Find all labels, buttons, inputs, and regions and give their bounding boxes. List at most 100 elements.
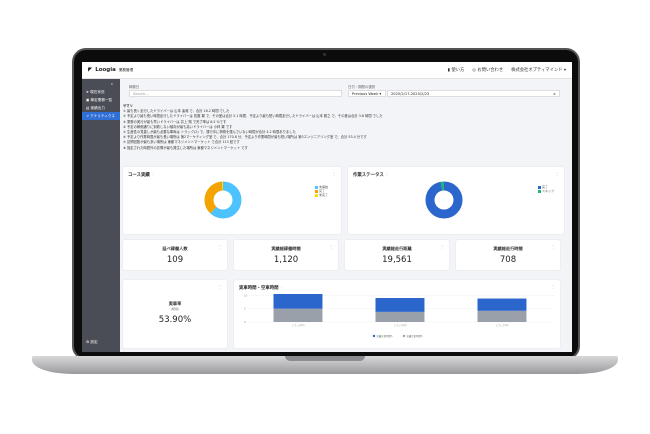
kpi-title: 実績総走行距離: [382, 246, 412, 251]
legend-swatch: [538, 189, 541, 193]
info-icon: ◦: [151, 173, 155, 178]
laptop-base: [32, 356, 618, 374]
ratio-subtitle: (時間): [170, 307, 180, 311]
menu-icon[interactable]: ⋮: [218, 244, 222, 249]
menu-icon[interactable]: ⋮: [329, 244, 333, 249]
date-range-value: 2025/2/17-2025/2/23: [391, 92, 430, 96]
bar-segment[interactable]: [477, 298, 527, 311]
card-title: コース実績: [128, 173, 150, 178]
card-title: 作業ステータス: [353, 173, 384, 178]
x-tick-label: トラック(3): [496, 323, 509, 327]
bar-segment[interactable]: [375, 311, 425, 322]
menu-icon[interactable]: ⋮: [332, 171, 336, 176]
legend-item[interactable]: 完了: [315, 189, 328, 193]
ratio-value: 53.90%: [158, 315, 192, 325]
logo[interactable]: ◤ Loogia 業務管理: [88, 67, 133, 73]
status-legend: 完了 スキップ: [538, 185, 554, 193]
legend-item[interactable]: スキップ: [538, 189, 554, 193]
company-menu[interactable]: 株式会社オプティマインド ▾: [511, 68, 566, 73]
sidebar-label: 稼定業務一覧: [90, 97, 113, 102]
summary: サマリ ① 最も長く走行したドライバーは 山本 達哉 で、合計 18.2 時間 …: [123, 104, 383, 151]
info-icon: ◦: [280, 286, 283, 291]
sidebar: « ➤ 現在状況 ▣ 稼定業務一覧 ▤ 実績出力 ↗ アナリティクス ⚙ 設定: [82, 79, 120, 352]
kpi-card: 実績総稼働時間 ⋮ 1,120: [234, 240, 338, 270]
bar-segment[interactable]: [273, 308, 323, 322]
period-value: Previous Week: [352, 92, 379, 96]
kpi-card: 実績総走行距離 ⋮ 19,561: [345, 240, 449, 270]
kpi-card: 実績総走行時間 ⋮ 708: [456, 240, 560, 270]
kpi-title: 実績総走行時間: [493, 246, 523, 251]
clear-icon[interactable]: ×: [552, 92, 556, 96]
contact-link[interactable]: ◎ お問い合わせ: [472, 68, 504, 73]
legend-swatch: [315, 193, 318, 197]
date-range-input[interactable]: 2025/2/17-2025/2/23 ×: [387, 90, 560, 97]
sidebar-label: 現在状況: [90, 89, 105, 94]
screen: ◤ Loogia 業務管理 ▮ 使い方 ◎ お問い合わせ 株式会社オプティマインド …: [82, 62, 572, 352]
sidebar-item-status[interactable]: ➤ 現在状況: [86, 89, 105, 94]
sidebar-item-schedule[interactable]: ▣ 稼定業務一覧: [86, 97, 113, 102]
legend-label[interactable]: 実績空車時間h: [407, 334, 423, 338]
period-select[interactable]: Previous Week ▾: [348, 90, 386, 97]
summary-line: ⑧ 指定された時間外の訪問が最も発生した場所は 東都マネジメントマーケット です: [123, 145, 248, 150]
summary-title: サマリ: [123, 104, 133, 108]
kpi-value: 109: [166, 255, 184, 265]
legend-item[interactable]: 未完了: [315, 193, 328, 197]
menu-icon[interactable]: ⋮: [218, 284, 222, 289]
kpi-value: 708: [499, 255, 517, 265]
collapse-icon[interactable]: «: [110, 81, 113, 86]
summary-line: ⑦ 訪問回数が最も多い場所は 東都マネジメントマーケット で合計 113 回です: [123, 140, 240, 145]
kpi-title: 延べ稼働人数: [162, 246, 188, 251]
menu-icon[interactable]: ⋮: [551, 284, 555, 289]
summary-line: ① 最も長く走行したドライバーは 山本 達哉 で、合計 18.2 時間 でした: [123, 109, 230, 114]
legend-swatch: [538, 185, 541, 189]
card-title: 実車時間・空車時間: [239, 286, 279, 291]
course-legend: 未開始 完了 未完了: [315, 185, 328, 197]
info-icon: ◦: [385, 173, 389, 178]
ratio-title: 実車率: [168, 301, 182, 306]
course-card: コース実績 ◦ ⋮ 未開始 完了 未完了: [123, 167, 341, 234]
company-label: 株式会社オプティマインド: [511, 68, 563, 73]
date-filter-label: 日付・期間の選択: [348, 85, 376, 89]
kpi-value: 1,120: [273, 255, 299, 265]
menu-icon[interactable]: ⋮: [555, 171, 559, 176]
search-input[interactable]: Search...: [129, 90, 342, 97]
summary-line: ④ 予定の稼働通りに到着しない傾向が最も高いドライバーは 小林 翼 です: [123, 124, 233, 129]
logo-icon: ◤: [88, 67, 93, 73]
bar-segment[interactable]: [477, 310, 527, 322]
legend-label: 完了: [542, 185, 549, 189]
y-tick-label: 5: [244, 307, 246, 311]
donut-slice[interactable]: [425, 181, 463, 219]
summary-line: ③ 業務の実行が最も早いドライバーは 井上 翔 で完了率は 6.5 %です: [123, 119, 227, 124]
course-filter-label: 稼働日: [129, 85, 140, 89]
donut-slice[interactable]: [425, 181, 463, 219]
donut-slice[interactable]: [204, 181, 242, 219]
kpi-title: 実績総稼働時間: [271, 246, 301, 251]
sidebar-item-export[interactable]: ▤ 実績出力: [86, 105, 105, 110]
legend-label[interactable]: 実績実車時間h: [377, 334, 393, 338]
menu-icon[interactable]: ⋮: [551, 244, 555, 249]
sidebar-label: 設定: [90, 339, 98, 344]
sidebar-item-analytics[interactable]: ↗ アナリティクス: [82, 112, 120, 120]
legend-item[interactable]: 未開始: [315, 185, 328, 189]
sidebar-item-settings[interactable]: ⚙ 設定: [86, 339, 98, 344]
bar-chart-card: 実車時間・空車時間 ◦ ⋮ 0 5 10 トラック(1) トラック(2) トラック(3) 実…: [234, 280, 560, 348]
x-tick-label: トラック(2): [394, 323, 407, 327]
bar-chart: 0 5 10 トラック(1) トラック(2) トラック(3) 実績実車時間h 実績空車時間h: [244, 293, 554, 338]
laptop-notch: [285, 356, 365, 361]
legend-swatch: [372, 334, 376, 338]
bar-segment[interactable]: [375, 298, 425, 312]
sidebar-label: 実績出力: [90, 105, 105, 110]
sidebar-label: アナリティクス: [90, 113, 115, 118]
legend-swatch: [315, 185, 318, 189]
x-tick-label: トラック(1): [292, 323, 305, 327]
legend-item[interactable]: 完了: [538, 185, 554, 189]
legend-label: 未開始: [319, 185, 329, 189]
contact-label: お問い合わせ: [477, 68, 504, 73]
y-tick-label: 10: [244, 293, 248, 297]
app-subtitle: 業務管理: [118, 67, 134, 72]
legend-label: スキップ: [542, 189, 555, 193]
menu-icon[interactable]: ⋮: [440, 244, 444, 249]
bar-segment[interactable]: [273, 294, 323, 309]
help-link[interactable]: ▮ 使い方: [447, 68, 465, 73]
donut-slice[interactable]: [204, 181, 242, 219]
